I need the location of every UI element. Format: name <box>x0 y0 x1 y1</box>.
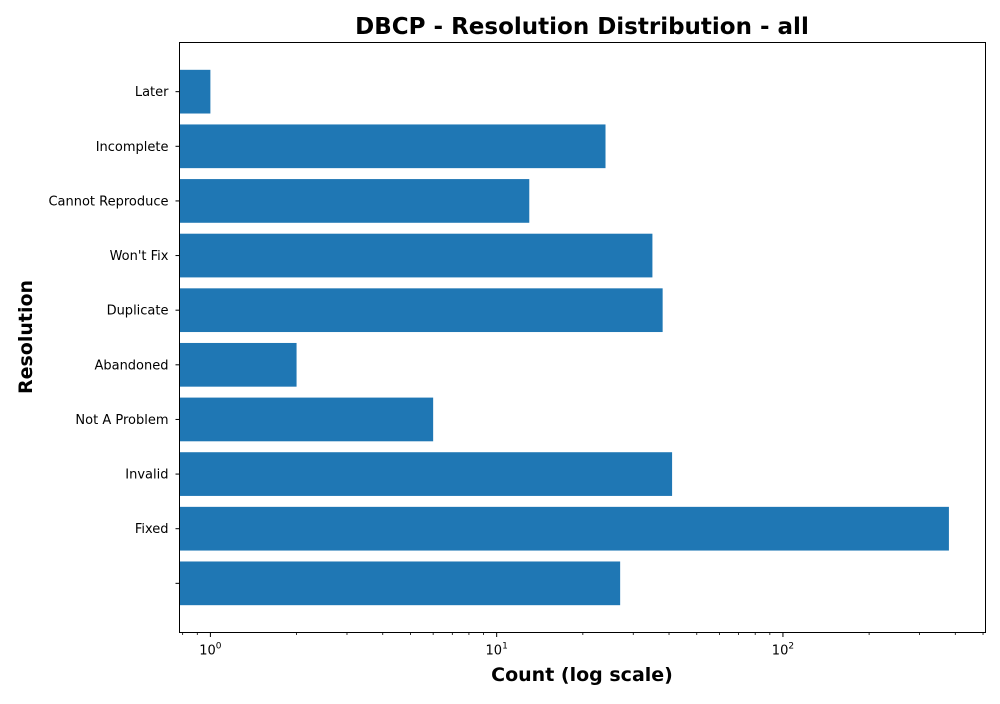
y-tick-label: Not A Problem <box>75 413 168 428</box>
x-tick-label: 100 <box>199 642 222 659</box>
bar <box>179 288 663 333</box>
bar <box>179 233 653 278</box>
y-tick-label: Cannot Reproduce <box>48 194 168 209</box>
x-tick-label: 102 <box>772 642 794 659</box>
y-tick-label: Invalid <box>125 468 168 483</box>
bar <box>179 452 673 496</box>
bar <box>179 69 211 114</box>
y-axis-ticks: Fixed Invalid Not A Problem Abandoned Duplic… <box>48 85 180 584</box>
x-tick-label: 101 <box>486 642 508 659</box>
bar <box>179 506 949 551</box>
y-tick-label: Abandoned <box>94 358 168 373</box>
y-tick-label: Won't Fix <box>110 249 169 264</box>
bar <box>179 179 530 223</box>
x-axis-ticks: 100 101 102 <box>182 632 984 659</box>
bar <box>179 397 434 442</box>
y-tick-label: Fixed <box>135 522 169 537</box>
y-tick-label: Incomplete <box>96 140 169 155</box>
bar <box>179 124 606 169</box>
y-axis-label: Resolution <box>15 280 37 394</box>
chart-title: DBCP - Resolution Distribution - all <box>355 14 809 40</box>
y-tick-label: Later <box>135 85 169 100</box>
bars-group <box>179 69 949 606</box>
bar <box>179 561 621 606</box>
y-tick-label: Duplicate <box>107 304 169 319</box>
x-axis-label: Count (log scale) <box>491 664 673 686</box>
bar <box>179 342 297 387</box>
